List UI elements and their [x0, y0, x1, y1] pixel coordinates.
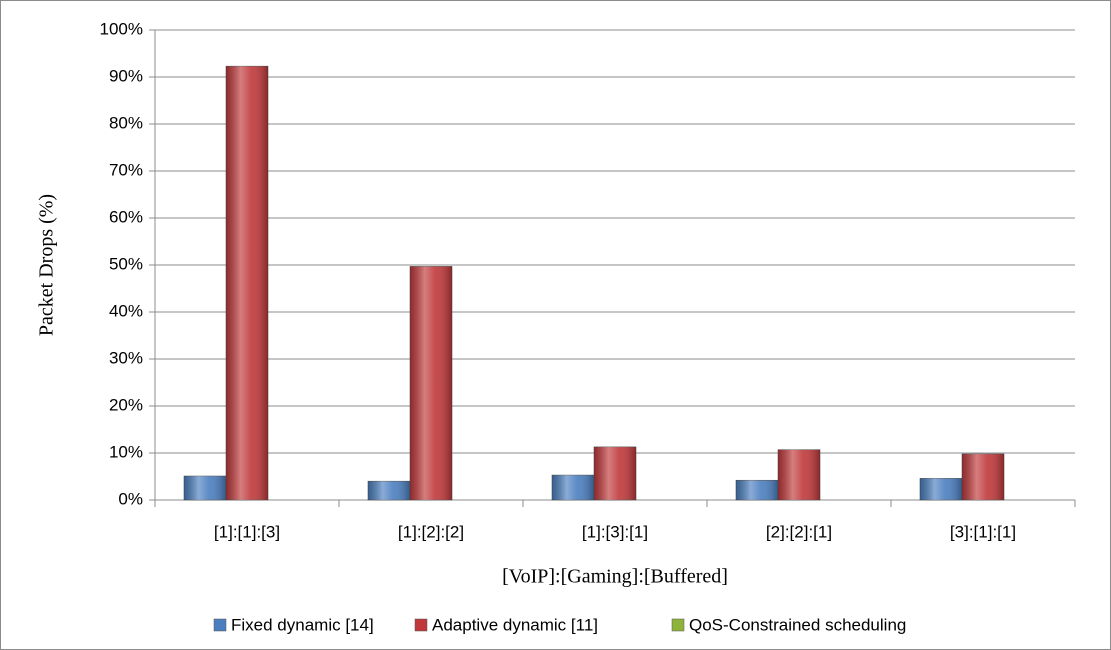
- x-tick-label: [1]:[1]:[3]: [214, 522, 280, 541]
- legend-swatch: [671, 618, 685, 632]
- y-tick-label: 70%: [109, 160, 143, 179]
- legend-label: QoS-Constrained scheduling: [689, 615, 906, 634]
- y-tick-label: 40%: [109, 301, 143, 320]
- legend-label: Fixed dynamic [14]: [231, 615, 374, 634]
- bar-shine: [594, 446, 636, 500]
- legend-label: Adaptive dynamic [11]: [432, 615, 598, 634]
- bar-shine: [184, 476, 226, 500]
- y-tick-label: 60%: [109, 207, 143, 226]
- y-tick-label: 30%: [109, 348, 143, 367]
- legend-swatch: [414, 618, 428, 632]
- legend-swatch: [213, 618, 227, 632]
- x-tick-label: [2]:[2]:[1]: [766, 522, 832, 541]
- y-tick-label: 90%: [109, 66, 143, 85]
- bar-shine: [736, 480, 778, 500]
- y-tick-label: 0%: [118, 489, 143, 508]
- y-tick-label: 20%: [109, 395, 143, 414]
- y-tick-label: 50%: [109, 254, 143, 273]
- y-tick-label: 80%: [109, 113, 143, 132]
- x-tick-label: [3]:[1]:[1]: [950, 522, 1016, 541]
- x-tick-label: [1]:[3]:[1]: [582, 522, 648, 541]
- bar-shine: [920, 478, 962, 500]
- bar-shine: [410, 266, 452, 500]
- x-tick-label: [1]:[2]:[2]: [398, 522, 464, 541]
- bar-shine: [962, 453, 1004, 500]
- y-axis-title: Packet Drops (%): [36, 194, 58, 336]
- bar-shine: [552, 475, 594, 500]
- bar-shine: [226, 66, 268, 500]
- bar-shine: [368, 481, 410, 500]
- x-axis-title: [VoIP]:[Gaming]:[Buffered]: [502, 566, 728, 588]
- y-tick-label: 100%: [100, 19, 143, 38]
- bar-shine: [778, 449, 820, 500]
- y-tick-label: 10%: [109, 442, 143, 461]
